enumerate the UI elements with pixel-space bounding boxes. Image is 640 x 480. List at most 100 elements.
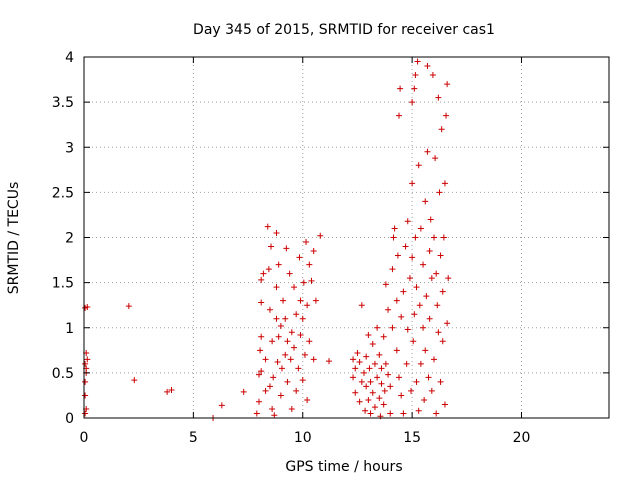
- data-point: [389, 266, 396, 273]
- data-point: [408, 387, 415, 394]
- data-point: [300, 279, 307, 286]
- data-point: [168, 387, 175, 394]
- data-point: [420, 324, 427, 331]
- data-point: [277, 322, 284, 329]
- data-point: [423, 293, 430, 300]
- data-point: [427, 216, 434, 223]
- data-point: [164, 388, 171, 395]
- data-point: [400, 410, 407, 417]
- data-point: [432, 155, 439, 162]
- y-axis-label: SRMTID / TECUs: [6, 182, 22, 295]
- data-point: [369, 340, 376, 347]
- data-point: [291, 284, 297, 291]
- data-point: [258, 368, 265, 375]
- data-point: [304, 396, 311, 403]
- data-point: [350, 374, 357, 381]
- data-point: [356, 398, 363, 405]
- data-points: [82, 58, 452, 421]
- data-point: [417, 225, 424, 232]
- y-axis-ticks: 0 0.5 1 1.5 2 2.5 3 3.5 4: [52, 50, 609, 427]
- data-point: [376, 351, 383, 358]
- data-point: [287, 356, 294, 363]
- data-point: [380, 401, 387, 408]
- data-point: [376, 395, 383, 402]
- data-point: [283, 245, 290, 252]
- data-point: [299, 377, 306, 384]
- y-tick-label: 3: [65, 140, 74, 156]
- data-point: [415, 407, 422, 414]
- data-point: [371, 404, 378, 411]
- data-point: [398, 392, 405, 399]
- data-point: [409, 99, 416, 106]
- data-point: [444, 320, 451, 327]
- data-point: [293, 311, 300, 318]
- data-point: [382, 281, 389, 288]
- data-point: [275, 333, 282, 340]
- data-point: [82, 392, 89, 399]
- data-point: [352, 389, 359, 396]
- data-point: [367, 378, 374, 385]
- x-axis-ticks: 0 5 10 15 20: [80, 57, 530, 446]
- data-point: [380, 333, 387, 340]
- data-point: [356, 359, 363, 366]
- data-point: [409, 180, 416, 187]
- data-point: [269, 338, 276, 345]
- data-point: [390, 234, 397, 241]
- data-point: [288, 405, 295, 412]
- data-point: [310, 356, 317, 363]
- data-point: [278, 365, 285, 372]
- data-point: [425, 374, 432, 381]
- data-point: [293, 387, 300, 394]
- x-axis-label: GPS time / hours: [285, 459, 402, 475]
- data-point: [273, 229, 280, 236]
- data-point: [131, 377, 138, 384]
- data-point: [421, 396, 428, 403]
- data-point: [253, 410, 260, 417]
- data-point: [387, 383, 394, 390]
- data-point: [273, 315, 280, 322]
- data-point: [367, 410, 374, 417]
- y-tick-label: 0.5: [52, 366, 74, 382]
- data-point: [404, 218, 411, 225]
- data-point: [378, 380, 385, 387]
- data-point: [282, 351, 289, 358]
- data-point: [391, 225, 398, 232]
- data-point: [262, 356, 269, 363]
- data-point: [424, 148, 431, 155]
- data-point: [422, 347, 429, 354]
- data-point: [396, 374, 402, 381]
- x-tick-label: 15: [403, 430, 421, 446]
- data-point: [433, 270, 440, 277]
- data-point: [404, 326, 411, 333]
- data-point: [304, 302, 311, 309]
- y-tick-label: 1.5: [52, 276, 74, 292]
- data-point: [299, 315, 306, 322]
- data-point: [286, 270, 293, 277]
- data-point: [435, 94, 442, 101]
- data-point: [444, 81, 451, 88]
- x-tick-label: 0: [80, 430, 89, 446]
- data-point: [258, 276, 265, 283]
- data-point: [420, 261, 427, 268]
- data-point: [426, 315, 433, 322]
- data-point: [266, 306, 273, 313]
- data-point: [426, 248, 433, 255]
- data-point: [433, 410, 440, 417]
- data-point: [270, 374, 277, 381]
- data-point: [284, 338, 291, 345]
- data-point: [256, 398, 262, 405]
- data-point: [264, 223, 271, 230]
- data-point: [428, 387, 435, 394]
- data-point: [363, 353, 370, 360]
- data-point: [437, 378, 444, 385]
- data-point: [400, 288, 407, 295]
- data-point: [291, 344, 297, 351]
- data-point: [268, 243, 275, 250]
- data-point: [369, 389, 376, 396]
- data-point: [382, 360, 389, 367]
- data-point: [365, 331, 372, 338]
- data-point: [406, 275, 413, 282]
- data-point: [416, 302, 423, 309]
- data-point: [413, 378, 420, 385]
